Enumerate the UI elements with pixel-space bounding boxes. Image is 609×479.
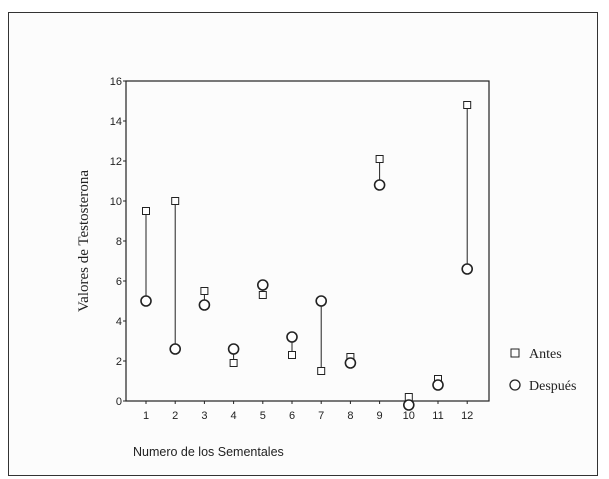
legend-item-antes: Antes (510, 347, 562, 362)
despues-point (140, 295, 152, 307)
y-ticks: 0 2 4 6 8 10 12 14 16 (110, 76, 126, 408)
x-tick-label: 8 (347, 410, 353, 422)
y-tick-label: 6 (116, 276, 122, 288)
x-tick-label: 2 (172, 410, 178, 422)
y-tick-label: 14 (110, 116, 122, 128)
despues-point (257, 279, 269, 291)
y-tick-label: 4 (116, 316, 122, 328)
chart-axes (125, 80, 490, 402)
antes-point (171, 197, 180, 205)
x-tick-label: 1 (143, 410, 149, 422)
x-tick-label: 10 (403, 410, 415, 422)
y-tick-label: 12 (110, 156, 122, 168)
despues-point (198, 299, 211, 311)
square-marker-icon (510, 348, 520, 358)
x-axis-label: Numero de los Sementales (133, 445, 284, 459)
despues-point (344, 357, 357, 369)
x-tick-label: 11 (432, 410, 443, 422)
antes-point (229, 359, 238, 367)
data-markers (140, 101, 474, 411)
despues-point (402, 399, 415, 411)
antes-point (258, 291, 267, 299)
despues-point (373, 179, 386, 191)
y-tick-label: 8 (116, 236, 122, 248)
y-axis-label: Valores de Testosterona (76, 170, 92, 312)
legend: Antes Después (509, 347, 576, 394)
x-tick-label: 5 (260, 410, 266, 422)
legend-item-despues: Después (509, 379, 576, 394)
antes-point (463, 101, 472, 109)
despues-point (432, 379, 444, 391)
despues-point (315, 295, 328, 307)
antes-point (200, 287, 209, 295)
y-tick-label: 10 (110, 196, 122, 208)
y-tick-label: 16 (110, 76, 122, 88)
x-tick-label: 7 (318, 410, 324, 422)
x-tick-label: 6 (289, 410, 295, 422)
despues-point (227, 343, 240, 355)
antes-point (375, 155, 384, 163)
despues-point (461, 263, 474, 275)
antes-point (142, 207, 150, 215)
despues-point (169, 343, 181, 355)
x-tick-label: 4 (231, 410, 237, 422)
despues-point (286, 331, 298, 343)
legend-label-antes: Antes (529, 347, 562, 362)
x-ticks: 1 2 3 4 5 6 7 8 9 10 11 12 (143, 401, 473, 422)
antes-point (317, 367, 326, 375)
connector-lines (145, 105, 468, 405)
y-tick-label: 2 (116, 356, 122, 368)
circle-marker-icon (509, 379, 521, 391)
x-tick-label: 3 (201, 410, 207, 422)
x-tick-label: 9 (377, 410, 383, 422)
y-tick-label: 0 (116, 396, 122, 408)
plot-area-box (125, 80, 490, 402)
antes-point (288, 351, 296, 359)
legend-label-despues: Después (529, 379, 576, 394)
chart-frame: 0 2 4 6 8 10 12 14 16 1 2 3 4 5 6 7 8 9 10 11 12 Valores de… (8, 12, 598, 476)
x-tick-label: 12 (461, 410, 473, 422)
